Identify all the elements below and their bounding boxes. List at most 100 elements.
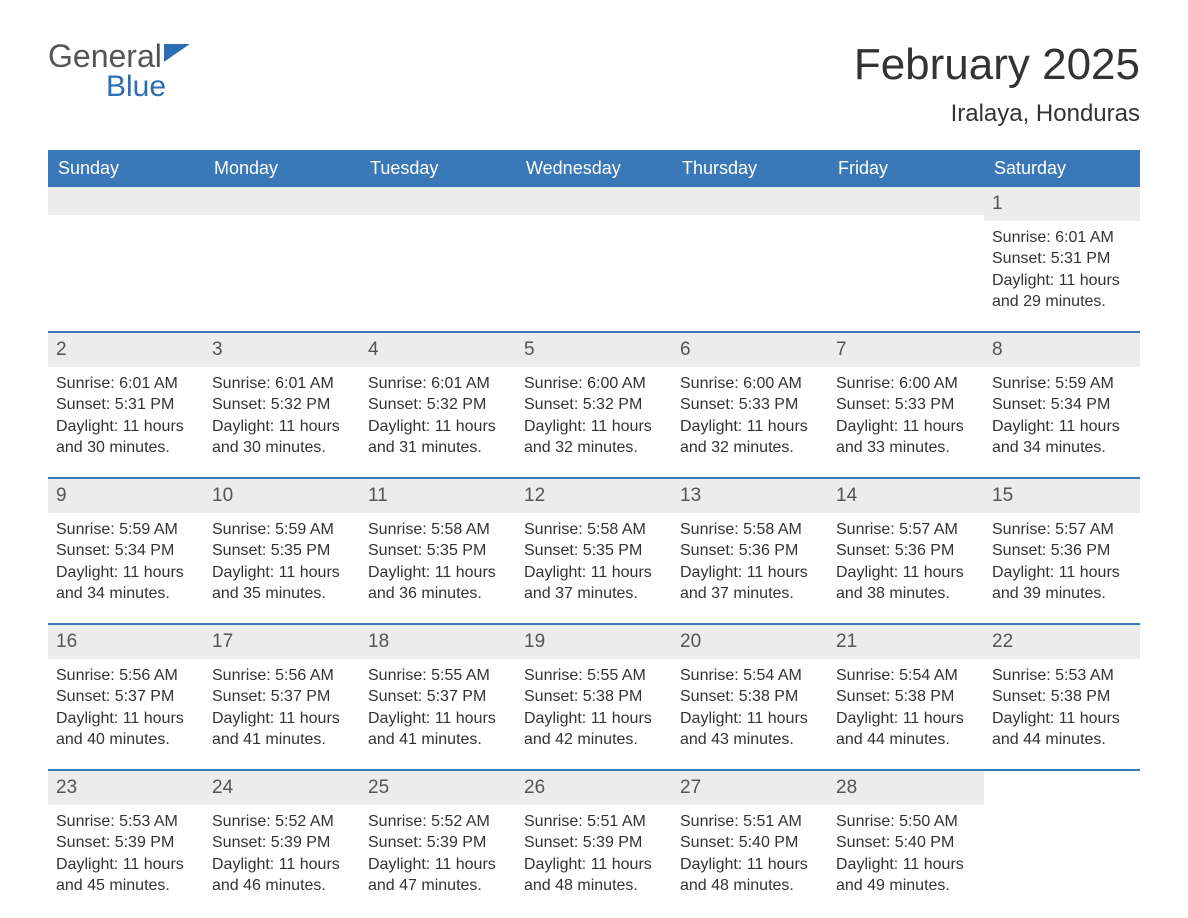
- daylight-text: Daylight: 11 hours and 44 minutes.: [836, 708, 976, 751]
- sunrise-text: Sunrise: 6:00 AM: [524, 373, 664, 395]
- daylight-text: Daylight: 11 hours and 35 minutes.: [212, 562, 352, 605]
- daylight-text: Daylight: 11 hours and 34 minutes.: [992, 416, 1132, 459]
- sunset-text: Sunset: 5:36 PM: [992, 540, 1132, 562]
- day-cell: 3Sunrise: 6:01 AMSunset: 5:32 PMDaylight…: [204, 333, 360, 471]
- header: General Blue February 2025 Iralaya, Hond…: [48, 40, 1140, 142]
- sunrise-text: Sunrise: 5:55 AM: [524, 665, 664, 687]
- sunset-text: Sunset: 5:35 PM: [212, 540, 352, 562]
- day-number: [48, 187, 204, 215]
- daylight-text: Daylight: 11 hours and 45 minutes.: [56, 854, 196, 897]
- day-cell: [516, 187, 672, 325]
- sunrise-text: Sunrise: 5:57 AM: [992, 519, 1132, 541]
- daylight-text: Daylight: 11 hours and 43 minutes.: [680, 708, 820, 751]
- sunrise-text: Sunrise: 5:58 AM: [368, 519, 508, 541]
- title-block: February 2025 Iralaya, Honduras: [854, 40, 1140, 142]
- day-cell: 27Sunrise: 5:51 AMSunset: 5:40 PMDayligh…: [672, 771, 828, 909]
- day-number: [516, 187, 672, 215]
- daylight-text: Daylight: 11 hours and 41 minutes.: [368, 708, 508, 751]
- sunset-text: Sunset: 5:32 PM: [524, 394, 664, 416]
- calendar-week: 2Sunrise: 6:01 AMSunset: 5:31 PMDaylight…: [48, 331, 1140, 471]
- day-number: 21: [828, 625, 984, 659]
- brand-text: General Blue: [48, 40, 190, 102]
- calendar-week: 1Sunrise: 6:01 AMSunset: 5:31 PMDaylight…: [48, 187, 1140, 325]
- flag-icon: [164, 44, 190, 62]
- sunset-text: Sunset: 5:35 PM: [524, 540, 664, 562]
- dow-sunday: Sunday: [48, 150, 204, 187]
- day-number: 7: [828, 333, 984, 367]
- daylight-text: Daylight: 11 hours and 46 minutes.: [212, 854, 352, 897]
- day-cell: 15Sunrise: 5:57 AMSunset: 5:36 PMDayligh…: [984, 479, 1140, 617]
- day-number: 23: [48, 771, 204, 805]
- day-cell: 13Sunrise: 5:58 AMSunset: 5:36 PMDayligh…: [672, 479, 828, 617]
- daylight-text: Daylight: 11 hours and 29 minutes.: [992, 270, 1132, 313]
- day-number: 17: [204, 625, 360, 659]
- sunset-text: Sunset: 5:31 PM: [992, 248, 1132, 270]
- day-number: 16: [48, 625, 204, 659]
- day-number: 27: [672, 771, 828, 805]
- day-cell: 17 Sunrise: 5:56 AMSunset: 5:37 PMDayligh…: [204, 625, 360, 763]
- day-number: [828, 187, 984, 215]
- daylight-text: Daylight: 11 hours and 30 minutes.: [56, 416, 196, 459]
- sunset-text: Sunset: 5:37 PM: [212, 686, 352, 708]
- day-number: 19: [516, 625, 672, 659]
- day-cell: 6Sunrise: 6:00 AMSunset: 5:33 PMDaylight…: [672, 333, 828, 471]
- day-cell: 22Sunrise: 5:53 AMSunset: 5:38 PMDayligh…: [984, 625, 1140, 763]
- sunrise-text: Sunrise: 6:01 AM: [56, 373, 196, 395]
- calendar-body: 1Sunrise: 6:01 AMSunset: 5:31 PMDaylight…: [48, 187, 1140, 909]
- sunset-text: Sunset: 5:33 PM: [836, 394, 976, 416]
- sunrise-text: Sunrise: 5:56 AM: [56, 665, 196, 687]
- day-cell: 25Sunrise: 5:52 AMSunset: 5:39 PMDayligh…: [360, 771, 516, 909]
- day-cell: 21Sunrise: 5:54 AMSunset: 5:38 PMDayligh…: [828, 625, 984, 763]
- sunset-text: Sunset: 5:39 PM: [524, 832, 664, 854]
- sunrise-text: Sunrise: 5:51 AM: [524, 811, 664, 833]
- daylight-text: Daylight: 11 hours and 37 minutes.: [680, 562, 820, 605]
- day-number: 15: [984, 479, 1140, 513]
- day-number: 3: [204, 333, 360, 367]
- day-cell: 10Sunrise: 5:59 AMSunset: 5:35 PMDayligh…: [204, 479, 360, 617]
- day-cell: 28Sunrise: 5:50 AMSunset: 5:40 PMDayligh…: [828, 771, 984, 909]
- day-number: 1: [984, 187, 1140, 221]
- sunset-text: Sunset: 5:38 PM: [524, 686, 664, 708]
- day-cell: 23Sunrise: 5:53 AMSunset: 5:39 PMDayligh…: [48, 771, 204, 909]
- day-cell: 12Sunrise: 5:58 AMSunset: 5:35 PMDayligh…: [516, 479, 672, 617]
- day-cell: 19 Sunrise: 5:55 AMSunset: 5:38 PMDayligh…: [516, 625, 672, 763]
- day-number: 20: [672, 625, 828, 659]
- daylight-text: Daylight: 11 hours and 42 minutes.: [524, 708, 664, 751]
- sunrise-text: Sunrise: 5:56 AM: [212, 665, 352, 687]
- sunset-text: Sunset: 5:37 PM: [368, 686, 508, 708]
- day-number: 26: [516, 771, 672, 805]
- sunrise-text: Sunrise: 5:51 AM: [680, 811, 820, 833]
- sunrise-text: Sunrise: 5:59 AM: [56, 519, 196, 541]
- sunset-text: Sunset: 5:38 PM: [836, 686, 976, 708]
- dow-saturday: Saturday: [984, 150, 1140, 187]
- calendar-week: 23Sunrise: 5:53 AMSunset: 5:39 PMDayligh…: [48, 769, 1140, 909]
- day-number: 22: [984, 625, 1140, 659]
- sunset-text: Sunset: 5:38 PM: [680, 686, 820, 708]
- sunrise-text: Sunrise: 5:52 AM: [212, 811, 352, 833]
- daylight-text: Daylight: 11 hours and 32 minutes.: [524, 416, 664, 459]
- day-number: 8: [984, 333, 1140, 367]
- sunset-text: Sunset: 5:39 PM: [56, 832, 196, 854]
- day-cell: 18Sunrise: 5:55 AMSunset: 5:37 PMDayligh…: [360, 625, 516, 763]
- daylight-text: Daylight: 11 hours and 47 minutes.: [368, 854, 508, 897]
- day-number: 12: [516, 479, 672, 513]
- day-cell: [672, 187, 828, 325]
- daylight-text: Daylight: 11 hours and 41 minutes.: [212, 708, 352, 751]
- sunset-text: Sunset: 5:32 PM: [368, 394, 508, 416]
- daylight-text: Daylight: 11 hours and 36 minutes.: [368, 562, 508, 605]
- page-title: February 2025: [854, 40, 1140, 90]
- day-number: [672, 187, 828, 215]
- sunset-text: Sunset: 5:38 PM: [992, 686, 1132, 708]
- sunset-text: Sunset: 5:40 PM: [680, 832, 820, 854]
- day-number: 4: [360, 333, 516, 367]
- daylight-text: Daylight: 11 hours and 30 minutes.: [212, 416, 352, 459]
- day-number: [984, 771, 1140, 799]
- sunrise-text: Sunrise: 5:59 AM: [992, 373, 1132, 395]
- day-cell: 2Sunrise: 6:01 AMSunset: 5:31 PMDaylight…: [48, 333, 204, 471]
- day-cell: 16Sunrise: 5:56 AMSunset: 5:37 PMDayligh…: [48, 625, 204, 763]
- brand-word-2: Blue: [48, 72, 190, 102]
- daylight-text: Daylight: 11 hours and 32 minutes.: [680, 416, 820, 459]
- sunrise-text: Sunrise: 5:50 AM: [836, 811, 976, 833]
- location-label: Iralaya, Honduras: [854, 100, 1140, 128]
- sunset-text: Sunset: 5:37 PM: [56, 686, 196, 708]
